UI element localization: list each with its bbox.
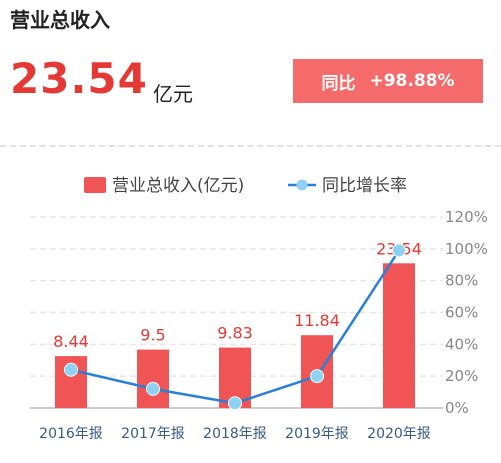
y2-tick-label: 60%: [445, 304, 478, 322]
legend-bar-label: 营业总收入(亿元): [112, 176, 244, 196]
legend-line-marker: [296, 179, 308, 191]
x-category-label: 2017年报: [121, 426, 185, 442]
revenue-unit: 亿元: [153, 82, 193, 106]
y2-tick-label: 120%: [445, 208, 488, 226]
revenue-bar: [137, 349, 169, 408]
legend-bar-swatch: [84, 177, 106, 193]
x-category-label: 2016年报: [39, 426, 103, 442]
revenue-chart: 0%20%40%60%80%100%120%8.449.59.8311.8423…: [30, 176, 488, 442]
y2-tick-label: 80%: [445, 272, 478, 290]
bar-value-label: 8.44: [53, 332, 89, 351]
section-divider: [0, 145, 501, 147]
growth-rate-point: [310, 369, 324, 384]
x-category-label: 2018年报: [203, 426, 267, 442]
yoy-label: 同比: [321, 73, 356, 94]
y2-tick-label: 20%: [445, 367, 478, 385]
x-category-label: 2019年报: [285, 426, 349, 442]
x-category-label: 2020年报: [367, 426, 431, 442]
bar-value-label: 9.5: [140, 326, 165, 345]
growth-rate-point: [228, 396, 242, 411]
growth-rate-point: [146, 381, 160, 396]
page-title: 营业总收入: [10, 8, 110, 32]
revenue-bar: [383, 263, 415, 408]
bar-value-label: 11.84: [294, 311, 340, 330]
yoy-value: +98.88%: [369, 71, 455, 91]
growth-rate-point: [392, 243, 406, 258]
revenue-value: 23.54: [10, 54, 148, 103]
yoy-badge: 同比 +98.88%: [293, 59, 483, 103]
bar-value-label: 9.83: [217, 324, 253, 343]
legend-line-label: 同比增长率: [322, 176, 407, 196]
y2-tick-label: 100%: [445, 240, 488, 258]
y2-tick-label: 40%: [445, 335, 478, 353]
growth-rate-point: [64, 362, 78, 377]
y2-tick-label: 0%: [445, 399, 469, 417]
